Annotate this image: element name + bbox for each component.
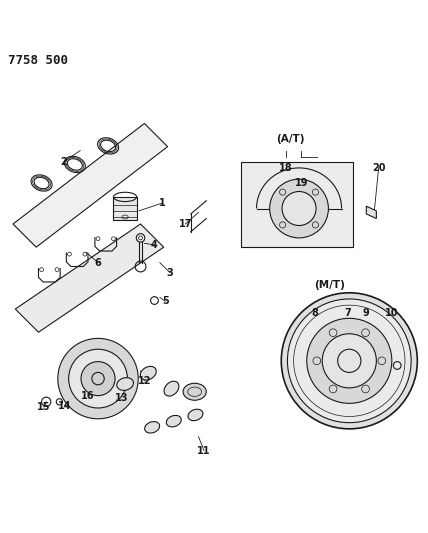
Circle shape <box>81 361 115 395</box>
Text: 14: 14 <box>58 401 71 410</box>
Ellipse shape <box>117 378 134 390</box>
Text: 13: 13 <box>114 393 128 403</box>
Circle shape <box>307 318 392 403</box>
Text: 1: 1 <box>159 198 166 208</box>
Text: 18: 18 <box>279 163 293 173</box>
Circle shape <box>322 334 376 388</box>
Polygon shape <box>241 162 353 247</box>
Text: 4: 4 <box>151 240 158 250</box>
Circle shape <box>282 191 316 225</box>
Text: 3: 3 <box>166 268 173 278</box>
Text: 6: 6 <box>95 257 101 268</box>
Text: 5: 5 <box>162 296 169 306</box>
Circle shape <box>288 299 411 423</box>
Ellipse shape <box>145 422 160 433</box>
Ellipse shape <box>140 366 156 380</box>
Text: (A/T): (A/T) <box>276 134 304 144</box>
Polygon shape <box>113 197 137 220</box>
Polygon shape <box>366 206 376 219</box>
Text: 20: 20 <box>372 163 386 173</box>
Text: 15: 15 <box>37 402 51 412</box>
Text: 16: 16 <box>81 391 95 401</box>
Text: 9: 9 <box>363 308 370 318</box>
Text: 11: 11 <box>197 446 211 456</box>
Text: 12: 12 <box>138 376 151 386</box>
Text: 17: 17 <box>178 219 192 229</box>
Polygon shape <box>15 224 164 332</box>
Polygon shape <box>13 124 168 247</box>
Circle shape <box>68 349 128 408</box>
Text: 2: 2 <box>60 157 67 167</box>
Ellipse shape <box>183 383 206 400</box>
Circle shape <box>281 293 417 429</box>
Circle shape <box>270 179 328 238</box>
Ellipse shape <box>188 409 203 421</box>
Text: (M/T): (M/T) <box>315 280 345 290</box>
Text: 10: 10 <box>385 308 398 318</box>
Ellipse shape <box>166 415 181 427</box>
Ellipse shape <box>164 381 179 396</box>
Circle shape <box>58 338 138 419</box>
Text: 7: 7 <box>345 308 351 318</box>
Text: 8: 8 <box>311 308 318 318</box>
Text: 19: 19 <box>294 178 308 188</box>
Text: 7758 500: 7758 500 <box>8 54 68 67</box>
